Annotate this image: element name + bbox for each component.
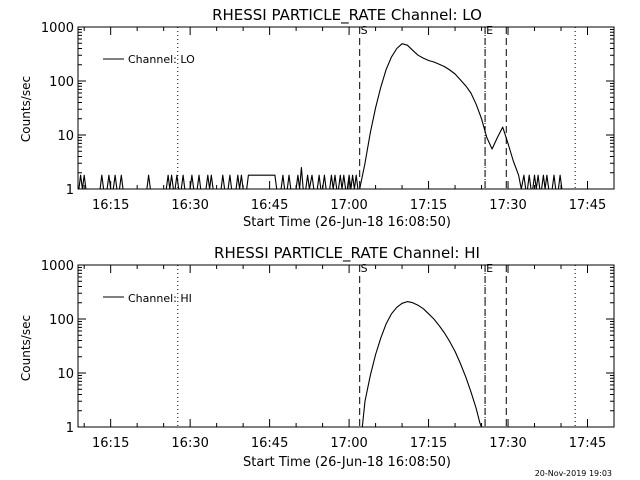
- y-tick-label: 100: [49, 75, 74, 90]
- y-tick-label: 1: [66, 421, 74, 436]
- y-tick-label: 10: [57, 129, 74, 144]
- plot-frame: [77, 264, 615, 428]
- x-tick-label: 17:45: [569, 198, 606, 213]
- chart-title: RHESSI PARTICLE_RATE Channel: HI: [214, 244, 480, 263]
- x-tick-label: 17:15: [410, 198, 447, 213]
- x-tick-label: 16:30: [171, 198, 208, 213]
- x-tick-label: 16:15: [92, 436, 129, 451]
- panel-lo: RHESSI PARTICLE_RATE Channel: LO Start T…: [19, 6, 615, 478]
- x-axis-label: Start Time (26-Jun-18 16:08:50): [243, 455, 451, 470]
- marker-label: E: [486, 262, 493, 275]
- y-tick-label: 100: [49, 313, 74, 328]
- y-tick-label: 1000: [41, 259, 74, 274]
- y-tick-label: 1000: [41, 21, 74, 36]
- x-tick-label: 17:45: [569, 436, 606, 451]
- marker-label: S: [361, 24, 368, 37]
- x-axis-label: Start Time (26-Jun-18 16:08:50): [243, 215, 451, 230]
- y-axis-label: Counts/sec: [19, 76, 33, 142]
- series-line: [78, 43, 563, 190]
- y-axis-label: Counts/sec: [19, 315, 33, 381]
- marker-label: E: [486, 24, 493, 37]
- x-tick-label: 17:30: [489, 436, 526, 451]
- series-line: [361, 301, 483, 428]
- x-tick-label: 16:30: [171, 436, 208, 451]
- y-tick-label: 1: [66, 183, 74, 198]
- legend-label: Channel: LO: [128, 53, 195, 66]
- x-tick-label: 17:00: [330, 436, 367, 451]
- x-tick-label: 17:30: [489, 198, 526, 213]
- panel-hi: RHESSI PARTICLE_RATE Channel: HI Start T…: [19, 244, 615, 470]
- legend-label: Channel: HI: [128, 292, 192, 305]
- x-tick-label: 17:00: [330, 198, 367, 213]
- x-tick-label: 17:15: [410, 436, 447, 451]
- y-tick-label: 10: [57, 367, 74, 382]
- footer-timestamp: 20-Nov-2019 19:03: [535, 469, 612, 478]
- x-tick-label: 16:45: [251, 198, 288, 213]
- chart-title: RHESSI PARTICLE_RATE Channel: LO: [212, 6, 482, 25]
- marker-label: S: [361, 262, 368, 275]
- x-tick-label: 16:45: [251, 436, 288, 451]
- x-tick-label: 16:15: [92, 198, 129, 213]
